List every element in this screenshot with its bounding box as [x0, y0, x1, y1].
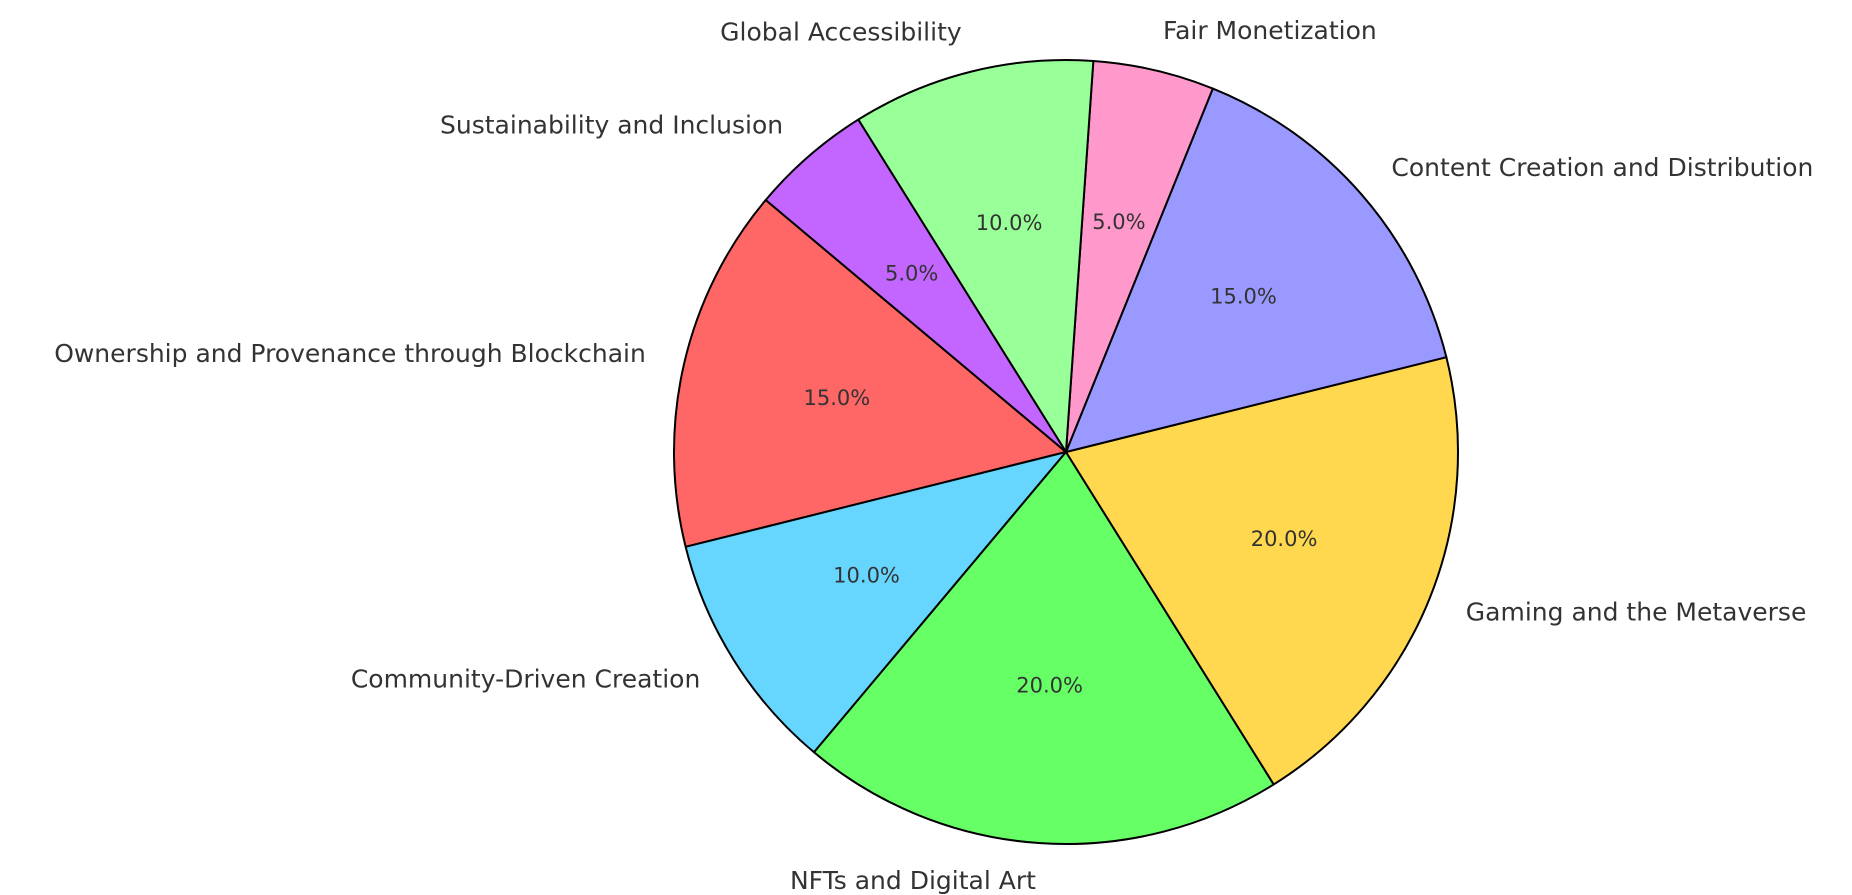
slice-label: Sustainability and Inclusion	[440, 111, 783, 140]
pie-slice	[857, 59, 1095, 453]
slice-label: Global Accessibility	[720, 18, 962, 47]
slice-label: Content Creation and Distribution	[1391, 153, 1813, 182]
pie-slice	[673, 199, 1067, 548]
pct-label: 10.0%	[833, 564, 900, 588]
pie-slice	[1065, 356, 1459, 786]
pie-slice	[813, 451, 1275, 845]
slice-label: NFTs and Digital Art	[790, 866, 1036, 895]
pie-slice	[764, 118, 1067, 453]
slice-label: Gaming and the Metaverse	[1466, 598, 1807, 627]
pct-label: 20.0%	[1016, 674, 1083, 698]
pie-slice	[1065, 87, 1448, 453]
pct-label: 15.0%	[803, 386, 870, 410]
slice-label: Fair Monetization	[1163, 16, 1377, 45]
slice-label: Community-Driven Creation	[351, 665, 701, 694]
pct-label: 15.0%	[1210, 285, 1277, 309]
pct-label: 10.0%	[976, 211, 1043, 235]
pct-label: 20.0%	[1251, 527, 1318, 551]
pie-slice	[684, 451, 1067, 754]
pct-label: 5.0%	[885, 261, 938, 285]
pct-label: 5.0%	[1092, 210, 1145, 234]
slice-label: Ownership and Provenance through Blockch…	[54, 339, 646, 368]
